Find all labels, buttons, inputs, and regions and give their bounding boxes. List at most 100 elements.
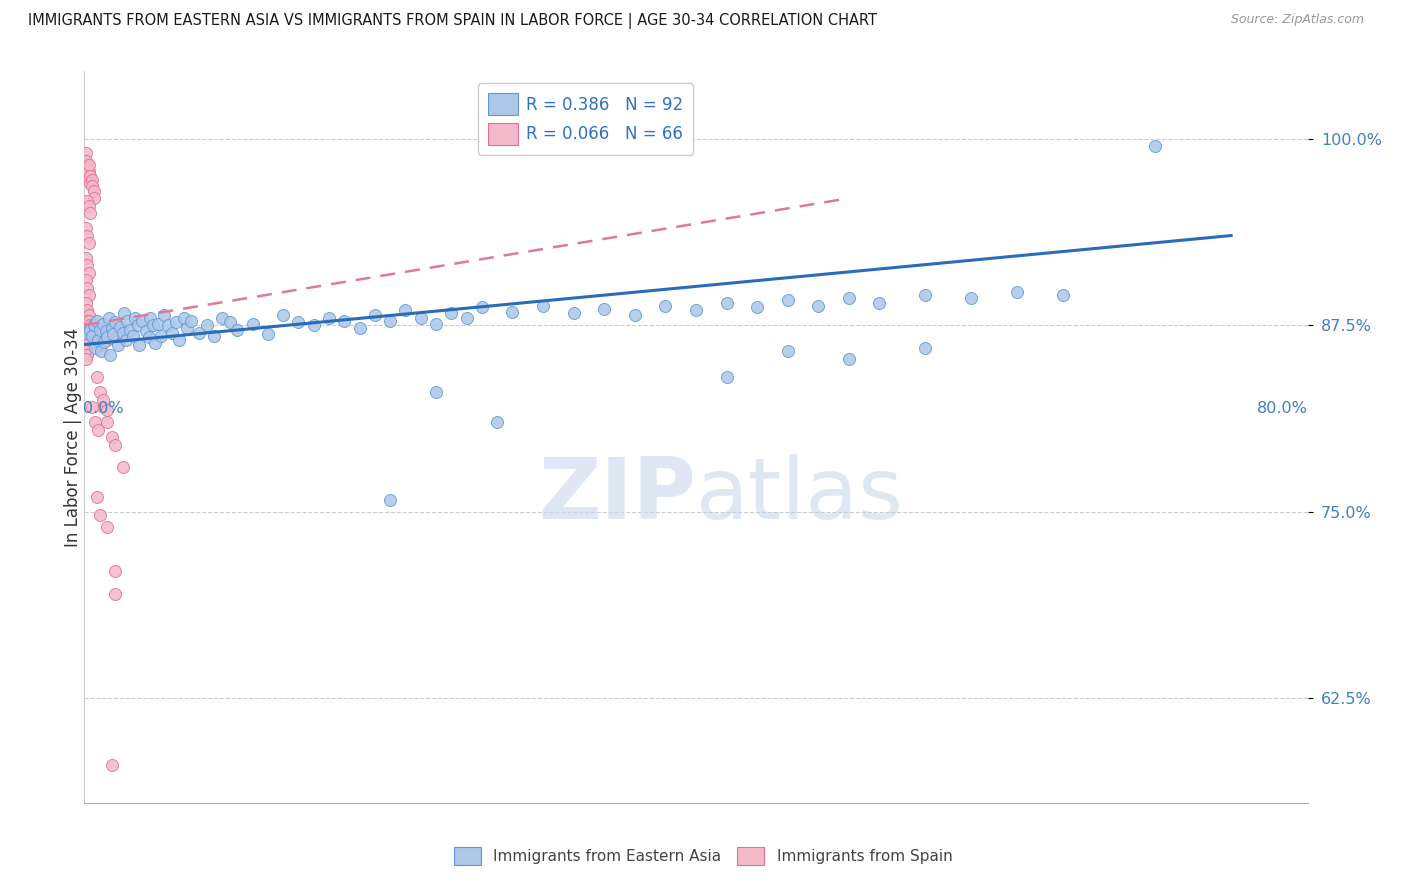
Point <box>1005 285 1028 300</box>
Text: 0.0%: 0.0% <box>83 401 124 416</box>
Point <box>654 299 676 313</box>
Point <box>195 318 218 332</box>
Point <box>114 333 136 347</box>
Point <box>77 333 100 347</box>
Point <box>79 206 101 220</box>
Point <box>142 318 165 332</box>
Point <box>128 337 150 351</box>
Point <box>97 310 120 325</box>
Point <box>716 370 738 384</box>
Point <box>98 348 121 362</box>
Point <box>471 300 494 314</box>
Point <box>157 318 180 332</box>
Point <box>87 333 110 347</box>
Point <box>75 273 97 287</box>
Point <box>838 352 860 367</box>
Point <box>111 459 134 474</box>
Point <box>107 337 129 351</box>
Point <box>242 317 264 331</box>
Point <box>271 308 294 322</box>
Point <box>160 326 183 340</box>
Point <box>75 153 97 168</box>
Point <box>96 403 118 417</box>
Point <box>202 328 225 343</box>
Point <box>84 341 107 355</box>
Point <box>96 330 118 344</box>
Point <box>135 324 157 338</box>
Point <box>440 306 463 320</box>
Point <box>80 328 103 343</box>
Point <box>409 310 432 325</box>
Point <box>380 313 402 327</box>
Point <box>1052 288 1074 302</box>
Point <box>914 288 936 302</box>
Point <box>531 299 554 313</box>
Point <box>124 310 146 325</box>
Point <box>101 321 124 335</box>
Point <box>91 326 114 340</box>
Point <box>89 385 111 400</box>
Point <box>153 308 176 322</box>
Text: ZIP: ZIP <box>538 454 696 537</box>
Point <box>593 301 616 316</box>
Point <box>77 313 100 327</box>
Point <box>79 169 101 183</box>
Point <box>86 490 108 504</box>
Point <box>80 401 103 415</box>
Point <box>226 323 249 337</box>
Point <box>131 313 153 327</box>
Point <box>83 191 105 205</box>
Point <box>103 327 125 342</box>
Point <box>87 423 110 437</box>
Point <box>77 164 100 178</box>
Point <box>960 291 983 305</box>
Point <box>75 352 97 367</box>
Point <box>104 315 127 329</box>
Point <box>84 415 107 429</box>
Point <box>75 313 97 327</box>
Point <box>93 334 115 349</box>
Point <box>111 328 134 343</box>
Point <box>101 430 124 444</box>
Point <box>127 318 149 332</box>
Text: Source: ZipAtlas.com: Source: ZipAtlas.com <box>1230 13 1364 27</box>
Point <box>76 303 98 318</box>
Text: IMMIGRANTS FROM EASTERN ASIA VS IMMIGRANTS FROM SPAIN IN LABOR FORCE | AGE 30-34: IMMIGRANTS FROM EASTERN ASIA VS IMMIGRAN… <box>28 13 877 29</box>
Point <box>75 221 97 235</box>
Point <box>96 519 118 533</box>
Point <box>76 194 98 209</box>
Point <box>776 293 799 307</box>
Point <box>122 328 145 343</box>
Point <box>104 323 127 337</box>
Point <box>76 161 98 176</box>
Point <box>165 315 187 329</box>
Point <box>104 587 127 601</box>
Point <box>176 321 198 335</box>
Point <box>287 315 309 329</box>
Point <box>115 313 138 327</box>
Point <box>456 310 478 325</box>
Point <box>807 299 830 313</box>
Legend: Immigrants from Eastern Asia, Immigrants from Spain: Immigrants from Eastern Asia, Immigrants… <box>447 841 959 871</box>
Point <box>91 401 114 415</box>
Point <box>77 266 100 280</box>
Point <box>96 333 118 347</box>
Point <box>101 758 124 772</box>
Point <box>96 415 118 429</box>
Point <box>79 177 101 191</box>
Point <box>120 323 142 337</box>
Point <box>486 415 509 429</box>
Point <box>138 330 160 344</box>
Point <box>77 158 100 172</box>
Point <box>76 318 98 332</box>
Text: 80.0%: 80.0% <box>1257 401 1308 416</box>
Point <box>89 323 111 337</box>
Point <box>139 310 162 325</box>
Point <box>83 184 105 198</box>
Point <box>86 370 108 384</box>
Point <box>716 295 738 310</box>
Point <box>79 323 101 337</box>
Point <box>77 235 100 250</box>
Point <box>77 199 100 213</box>
Point <box>425 317 447 331</box>
